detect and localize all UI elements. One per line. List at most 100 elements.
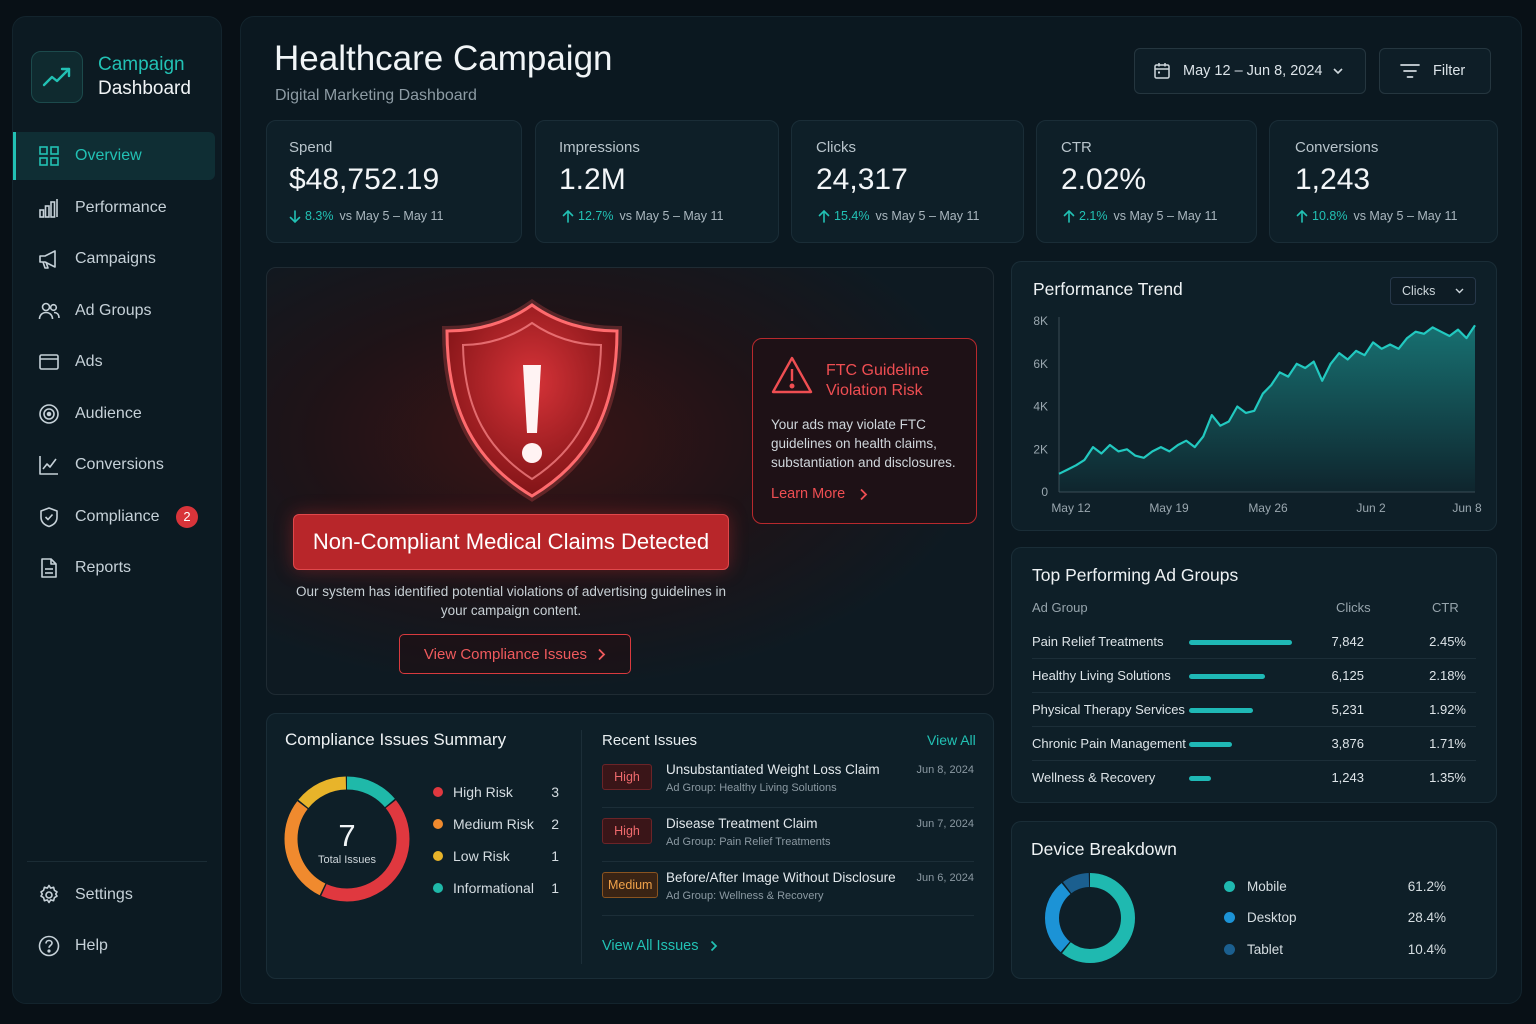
view-compliance-issues-button[interactable]: View Compliance Issues	[399, 634, 631, 674]
kpi-value: 1.2M	[559, 163, 626, 196]
nav-item-help[interactable]: Help	[13, 922, 223, 970]
nav-item-campaigns[interactable]: Campaigns	[13, 235, 223, 283]
severity-badge: High	[602, 764, 652, 790]
issue-row[interactable]: High Unsubstantiated Weight Loss Claim A…	[602, 756, 974, 808]
legend-label: Medium Risk	[453, 816, 534, 832]
legend-label: Informational	[453, 880, 534, 896]
compliance-summary-card: Compliance Issues Summary 7 Total Issues…	[266, 713, 994, 979]
gear-icon	[37, 883, 61, 907]
view-all-link[interactable]: View All	[927, 732, 976, 748]
arrow-up-icon	[818, 209, 830, 223]
nav-item-overview[interactable]: Overview	[13, 132, 215, 180]
alert-description: Our system has identified potential viol…	[296, 584, 726, 618]
ad-group-row[interactable]: Chronic Pain Management 3,876 1.71%	[1032, 727, 1476, 761]
device-legend-item: Tablet 10.4%	[1224, 939, 1446, 959]
legend-swatch	[433, 787, 443, 797]
nav-item-settings[interactable]: Settings	[13, 871, 223, 919]
compliance-alert-panel: Non-Compliant Medical Claims Detected Ou…	[266, 267, 994, 695]
brand-title-line1: Campaign	[98, 54, 185, 75]
issue-row[interactable]: Medium Before/After Image Without Disclo…	[602, 864, 974, 916]
kpi-card-clicks[interactable]: Clicks 24,317 15.4% vs May 5 – May 11	[791, 120, 1024, 243]
shield-check-icon	[37, 505, 61, 529]
calendar-icon	[1153, 62, 1171, 80]
nav-item-ads[interactable]: Ads	[13, 338, 223, 386]
kpi-delta-value: 12.7%	[578, 209, 614, 223]
alert-banner: Non-Compliant Medical Claims Detected	[293, 514, 729, 570]
kpi-delta-value: 10.8%	[1312, 209, 1348, 223]
nav-item-reports[interactable]: Reports	[13, 544, 223, 592]
kpi-card-impressions[interactable]: Impressions 1.2M 12.7% vs May 5 – May 11	[535, 120, 779, 243]
legend-swatch	[433, 851, 443, 861]
section-divider	[581, 730, 582, 964]
metric-select-value: Clicks	[1402, 284, 1436, 298]
ad-group-row[interactable]: Physical Therapy Services 5,231 1.92%	[1032, 693, 1476, 727]
kpi-card-conversions[interactable]: Conversions 1,243 10.8% vs May 5 – May 1…	[1269, 120, 1498, 243]
col-header-ctr: CTR	[1432, 600, 1459, 615]
nav-item-performance[interactable]: Performance	[13, 184, 223, 232]
sidebar-footer: Settings Help	[13, 871, 223, 973]
button-label: View Compliance Issues	[423, 645, 588, 663]
ad-group-row[interactable]: Pain Relief Treatments 7,842 2.45%	[1032, 625, 1476, 659]
kpi-card-spend[interactable]: Spend $48,752.19 8.3% vs May 5 – May 11	[266, 120, 522, 243]
recent-issues-title: Recent Issues	[602, 732, 698, 749]
ad-group-bar	[1189, 674, 1266, 679]
severity-badge: High	[602, 818, 652, 844]
metric-select[interactable]: Clicks	[1390, 277, 1476, 305]
issue-ad-group: Ad Group: Pain Relief Treatments	[666, 836, 831, 848]
ad-group-name: Wellness & Recovery	[1032, 770, 1156, 785]
target-icon	[37, 402, 61, 426]
filter-button[interactable]: Filter	[1379, 48, 1491, 94]
ad-group-ctr: 2.45%	[1429, 634, 1466, 649]
ad-group-ctr: 2.18%	[1429, 668, 1466, 683]
brand[interactable]: Campaign Dashboard	[31, 51, 191, 103]
kpi-value: 24,317	[816, 163, 908, 196]
compliance-slice-1	[284, 776, 410, 902]
nav-label: Ads	[75, 353, 103, 370]
chevron-right-icon	[597, 648, 606, 661]
kpi-delta-value: 15.4%	[834, 209, 870, 223]
device-breakdown-card: Device Breakdown Mobile 61.2% Desktop 28.4%…	[1011, 821, 1497, 979]
window-icon	[37, 350, 61, 374]
main-nav: Overview Performance Campaigns Ad Groups…	[13, 132, 223, 596]
warning-triangle-icon	[770, 355, 814, 400]
learn-more-link[interactable]: Learn More	[771, 486, 868, 502]
compliance-slice-2	[284, 776, 410, 902]
nav-label: Conversions	[75, 456, 164, 473]
ad-group-bar	[1189, 640, 1292, 645]
x-tick-label: Jun 2	[1356, 501, 1386, 515]
nav-label: Help	[75, 937, 108, 954]
x-tick-label: May 26	[1248, 501, 1288, 515]
y-tick-label: 6K	[1033, 357, 1048, 371]
nav-item-ad-groups[interactable]: Ad Groups	[13, 287, 223, 335]
nav-label: Performance	[75, 198, 167, 216]
kpi-label: Spend	[289, 139, 333, 156]
severity-badge: Medium	[602, 872, 659, 898]
ad-group-row[interactable]: Healthy Living Solutions 6,125 2.18%	[1032, 659, 1476, 693]
date-range-picker[interactable]: May 12 – Jun 8, 2024	[1134, 48, 1366, 94]
view-all-issues-link[interactable]: View All Issues	[602, 938, 718, 954]
kpi-card-ctr[interactable]: CTR 2.02% 2.1% vs May 5 – May 11	[1036, 120, 1257, 243]
nav-item-compliance[interactable]: Compliance 2	[13, 493, 223, 541]
kpi-delta: 8.3% vs May 5 – May 11	[289, 209, 443, 223]
performance-trend-card: Performance Trend Clicks 0 2K 4K 6K 8K May 12…	[1011, 261, 1497, 531]
ad-group-bar	[1189, 776, 1211, 781]
trend-up-icon	[31, 51, 83, 103]
date-range-label: May 12 – Jun 8, 2024	[1183, 63, 1323, 79]
link-label: View All Issues	[602, 938, 699, 954]
issue-date: Jun 6, 2024	[916, 872, 975, 884]
device-legend-item: Mobile 61.2%	[1224, 876, 1446, 896]
kpi-label: Conversions	[1295, 139, 1379, 156]
megaphone-icon	[37, 247, 61, 271]
issue-row[interactable]: High Disease Treatment Claim Ad Group: P…	[602, 810, 974, 862]
help-icon	[37, 934, 61, 958]
nav-item-conversions[interactable]: Conversions	[13, 441, 223, 489]
top-ad-groups-card: Top Performing Ad Groups Ad Group Clicks…	[1011, 547, 1497, 803]
ad-group-bar	[1189, 708, 1253, 713]
ad-group-clicks: 5,231	[1331, 702, 1364, 717]
nav-item-audience[interactable]: Audience	[13, 390, 223, 438]
ad-group-row[interactable]: Wellness & Recovery 1,243 1.35%	[1032, 761, 1476, 795]
compliance-count-badge: 2	[176, 505, 198, 528]
legend-label: Low Risk	[453, 848, 510, 864]
x-tick-label: Jun 8	[1452, 501, 1482, 515]
link-label: Learn More	[771, 486, 846, 502]
